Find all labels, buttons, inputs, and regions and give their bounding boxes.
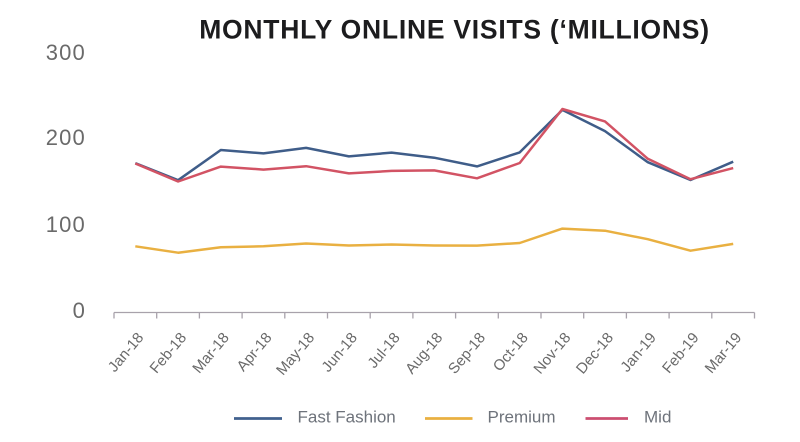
svg-text:Mid: Mid	[644, 408, 671, 427]
svg-text:Premium: Premium	[488, 408, 556, 427]
svg-text:MONTHLY ONLINE VISITS (‘MILLIO: MONTHLY ONLINE VISITS (‘MILLIONS)	[199, 14, 710, 44]
svg-text:100: 100	[46, 212, 86, 237]
svg-text:0: 0	[73, 298, 86, 323]
svg-text:200: 200	[46, 125, 86, 150]
svg-text:300: 300	[46, 40, 86, 65]
svg-text:Fast Fashion: Fast Fashion	[298, 408, 396, 427]
